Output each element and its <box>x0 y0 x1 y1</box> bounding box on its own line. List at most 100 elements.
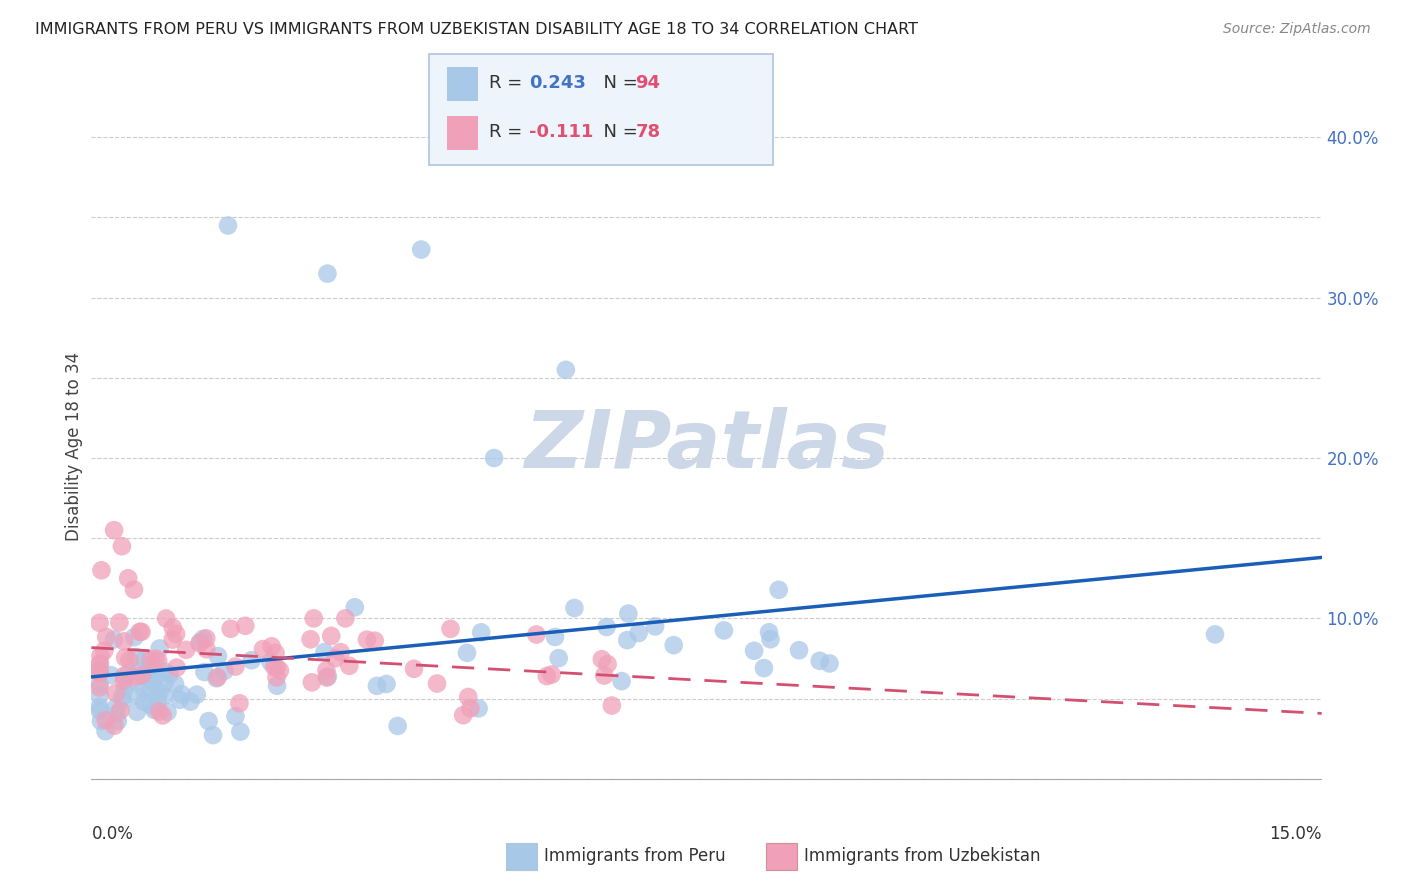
Point <box>202 728 225 742</box>
Point <box>117 571 139 585</box>
Text: IMMIGRANTS FROM PERU VS IMMIGRANTS FROM UZBEKISTAN DISABILITY AGE 18 TO 34 CORRE: IMMIGRANTS FROM PERU VS IMMIGRANTS FROM … <box>35 22 918 37</box>
Point <box>470 625 492 640</box>
Point <box>89 681 111 695</box>
Point <box>89 657 111 672</box>
Point <box>482 450 505 465</box>
Point <box>132 682 155 697</box>
Point <box>302 611 325 625</box>
Point <box>214 664 236 678</box>
Point <box>252 642 274 657</box>
Point <box>127 689 149 703</box>
Point <box>162 621 184 635</box>
Point <box>112 634 135 648</box>
Point <box>118 653 141 667</box>
Point <box>89 664 111 678</box>
Point <box>335 611 357 625</box>
Point <box>125 705 148 719</box>
Point <box>644 619 666 633</box>
Point <box>205 671 228 685</box>
Point <box>366 679 388 693</box>
Point <box>426 676 449 690</box>
Point <box>114 650 136 665</box>
Point <box>174 642 197 657</box>
Point <box>207 649 229 664</box>
Point <box>159 667 181 681</box>
Point <box>460 701 482 715</box>
Point <box>93 643 115 657</box>
Point <box>259 655 281 669</box>
Text: N =: N = <box>592 123 644 141</box>
Text: R =: R = <box>489 123 529 141</box>
Point <box>90 563 112 577</box>
Point <box>112 673 135 688</box>
Point <box>759 632 782 647</box>
Point <box>143 671 166 685</box>
Point <box>107 714 129 728</box>
Point <box>195 632 218 646</box>
Point <box>105 706 128 721</box>
Point <box>808 654 831 668</box>
Point <box>139 681 162 695</box>
Point <box>112 669 135 683</box>
Point <box>591 652 613 666</box>
Point <box>128 665 150 679</box>
Point <box>266 670 288 684</box>
Point <box>752 661 775 675</box>
Point <box>128 624 150 639</box>
Point <box>125 670 148 684</box>
Point <box>224 709 246 723</box>
Point <box>593 668 616 682</box>
Point <box>356 632 378 647</box>
Point <box>188 635 211 649</box>
Point <box>758 625 780 640</box>
Point <box>1204 627 1226 641</box>
Point <box>316 669 339 683</box>
Point <box>117 675 139 690</box>
Point <box>155 611 177 625</box>
Point <box>165 627 187 641</box>
Point <box>134 652 156 666</box>
Point <box>197 714 219 728</box>
Point <box>131 624 153 639</box>
Point <box>260 640 283 654</box>
Point <box>343 600 366 615</box>
Point <box>457 690 479 704</box>
Point <box>451 708 474 723</box>
Point <box>104 701 127 715</box>
Text: -0.111: -0.111 <box>529 123 593 141</box>
Point <box>148 705 170 719</box>
Point <box>111 690 134 704</box>
Point <box>402 662 425 676</box>
Point <box>787 643 810 657</box>
Point <box>467 701 489 715</box>
Point <box>600 698 623 713</box>
Point <box>89 689 111 703</box>
Point <box>264 646 287 660</box>
Point <box>146 692 169 706</box>
Point <box>139 698 162 713</box>
Point <box>321 629 343 643</box>
Text: N =: N = <box>592 74 644 92</box>
Point <box>364 633 387 648</box>
Point <box>122 582 145 597</box>
Point <box>193 632 215 646</box>
Point <box>228 696 250 710</box>
Point <box>217 219 239 233</box>
Point <box>544 630 567 644</box>
Point <box>165 677 187 691</box>
Point <box>315 671 337 685</box>
Text: R =: R = <box>489 74 529 92</box>
Point <box>263 660 285 674</box>
Point <box>145 651 167 665</box>
Point <box>136 661 159 675</box>
Point <box>179 695 201 709</box>
Point <box>110 703 132 717</box>
Point <box>170 687 193 701</box>
Point <box>103 719 125 733</box>
Point <box>112 694 135 708</box>
Point <box>301 675 323 690</box>
Point <box>156 705 179 719</box>
Point <box>114 681 136 696</box>
Point <box>240 653 263 667</box>
Point <box>89 648 111 663</box>
